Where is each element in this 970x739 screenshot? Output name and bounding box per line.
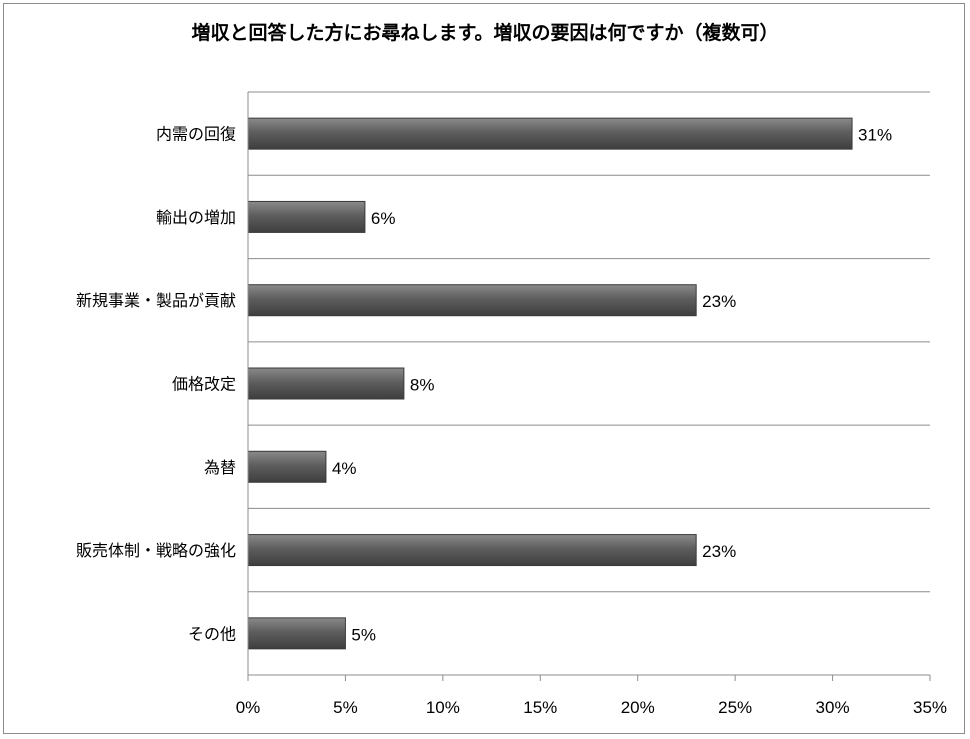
category-label: 輸出の増加 — [156, 208, 236, 227]
bar — [247, 284, 697, 317]
data-label: 31% — [858, 126, 892, 145]
data-label: 23% — [702, 292, 736, 311]
x-tick-label: 20% — [621, 698, 655, 717]
category-label: その他 — [188, 624, 236, 643]
category-label: 内需の回復 — [156, 125, 236, 144]
x-tick-label: 30% — [816, 698, 850, 717]
x-tick-label: 5% — [333, 698, 358, 717]
x-tick-label: 15% — [523, 698, 557, 717]
x-tick-label: 25% — [718, 698, 752, 717]
bar — [247, 617, 346, 650]
bar — [247, 200, 366, 233]
bar — [247, 367, 405, 400]
axes: 0% 5% 10% 15% 20% 25% 30% 35% — [236, 92, 947, 717]
bar — [247, 117, 853, 150]
data-label: 23% — [702, 542, 736, 561]
x-tick-label: 0% — [236, 698, 261, 717]
bar — [247, 450, 327, 483]
category-label: 新規事業・製品が貢献 — [76, 291, 236, 310]
chart-title: 増収と回答した方にお尋ねします。増収の要因は何ですか（複数可） — [191, 22, 779, 44]
data-label: 4% — [332, 459, 357, 478]
bars — [247, 117, 853, 650]
data-label: 5% — [351, 625, 376, 644]
data-label: 8% — [410, 376, 435, 395]
labels: 内需の回復 31% 輸出の増加 6% 新規事業・製品が貢献 23% 価格改定 8% 為替 4% 販売… — [76, 125, 892, 645]
category-label: 為替 — [204, 458, 236, 477]
grid-lines — [248, 91, 930, 593]
category-label: 価格改定 — [172, 375, 236, 394]
category-label: 販売体制・戦略の強化 — [76, 541, 236, 560]
bar — [247, 534, 697, 567]
data-label: 6% — [371, 209, 396, 228]
x-tick-label: 35% — [913, 698, 947, 717]
x-tick-label: 10% — [426, 698, 460, 717]
